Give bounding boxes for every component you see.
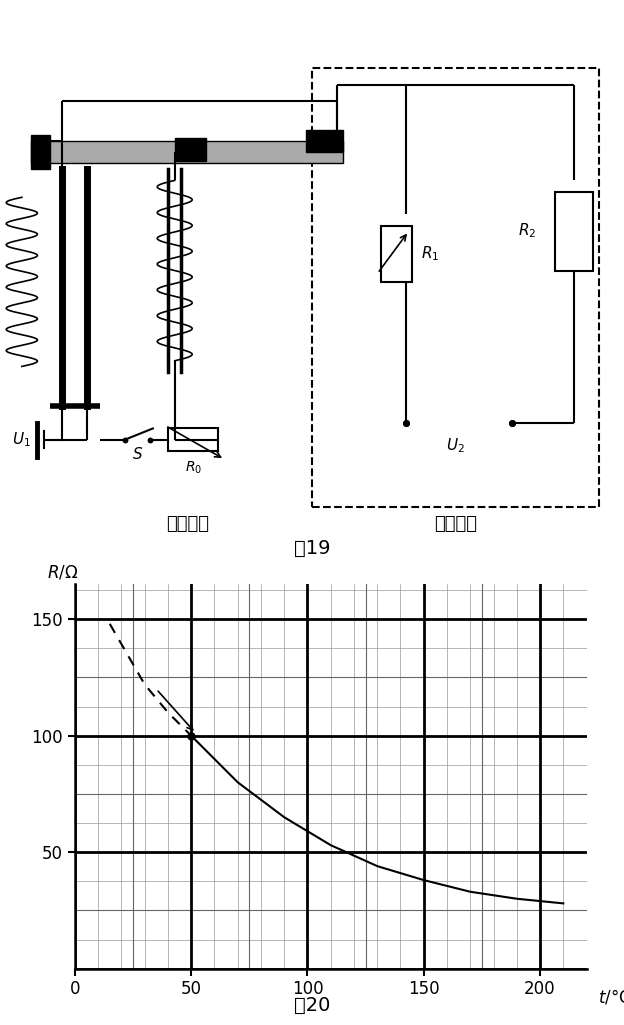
Text: 工作电路: 工作电路 bbox=[434, 516, 477, 533]
Bar bbox=[306, 130, 343, 152]
Bar bbox=[31, 140, 343, 163]
Text: $t$/°C: $t$/°C bbox=[598, 987, 624, 1007]
Text: 控制电路: 控制电路 bbox=[166, 516, 208, 533]
Bar bbox=[381, 226, 412, 282]
Bar bbox=[555, 192, 593, 271]
Text: $U_2$: $U_2$ bbox=[446, 436, 465, 455]
Bar bbox=[312, 68, 599, 507]
Bar bbox=[31, 135, 50, 169]
Bar bbox=[175, 138, 206, 161]
Text: $R_0$: $R_0$ bbox=[185, 459, 202, 476]
Text: $S$: $S$ bbox=[132, 446, 143, 462]
Bar bbox=[168, 428, 218, 451]
Text: $R$/Ω: $R$/Ω bbox=[47, 564, 78, 581]
Text: $R_1$: $R_1$ bbox=[421, 244, 439, 263]
Text: 图20: 图20 bbox=[294, 995, 330, 1015]
Text: $R_2$: $R_2$ bbox=[519, 221, 537, 241]
Text: $U_1$: $U_1$ bbox=[12, 430, 31, 449]
Text: 图19: 图19 bbox=[294, 539, 330, 558]
